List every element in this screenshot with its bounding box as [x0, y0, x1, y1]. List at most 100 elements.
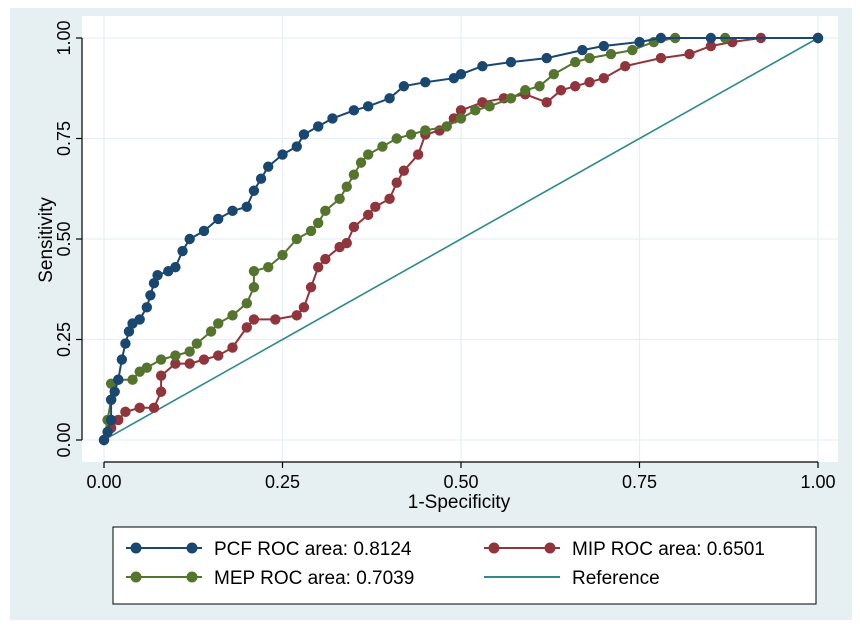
data-point-pcf — [248, 185, 260, 196]
data-point-mep — [334, 193, 345, 204]
data-point-mep — [341, 181, 352, 192]
data-point-mep — [263, 261, 274, 273]
data-point-pcf — [177, 245, 188, 257]
data-point-pcf — [255, 173, 267, 184]
data-point-mip — [320, 253, 331, 265]
data-point-pcf — [420, 77, 431, 88]
x-tick-label: 0.75 — [622, 472, 657, 492]
data-point-mip — [241, 322, 252, 333]
data-point-mep — [248, 282, 260, 293]
series-layer — [98, 32, 824, 446]
legend-item-mep: MEP ROC area: 0.7039 — [126, 568, 414, 589]
data-point-pcf — [148, 278, 160, 289]
data-point-pcf — [505, 56, 517, 68]
data-point-pcf — [120, 338, 131, 349]
data-point-mip — [384, 193, 395, 204]
data-point-mep — [584, 52, 595, 64]
data-point-pcf — [198, 225, 210, 237]
legend-marker — [130, 542, 142, 554]
legend-marker — [130, 571, 142, 583]
data-point-pcf — [134, 314, 145, 325]
data-point-mep — [570, 56, 581, 68]
tick-labels: 0.00 0.25 0.50 0.75 1.00 0.00 0.25 0.50 0.75 1.00 — [54, 20, 836, 492]
x-tick-label: 1.00 — [800, 472, 835, 492]
series-pcf — [98, 32, 824, 446]
data-point-pcf — [634, 36, 645, 48]
data-point-mip — [305, 282, 317, 293]
data-point-mip — [398, 165, 410, 176]
data-point-mep — [534, 81, 545, 92]
data-point-pcf — [298, 129, 310, 140]
data-point-mip — [248, 314, 260, 325]
series-line-reference — [103, 37, 819, 441]
legend-label: PCF ROC area: 0.8124 — [214, 539, 412, 560]
data-point-pcf — [313, 121, 324, 132]
data-point-mep — [241, 298, 252, 309]
data-point-mep — [420, 125, 431, 136]
data-point-mip — [362, 209, 374, 221]
data-point-mep — [213, 318, 224, 329]
legend-label: MIP ROC area: 0.6501 — [572, 539, 765, 560]
data-point-mip — [620, 60, 631, 72]
data-point-mep — [548, 68, 560, 80]
data-point-mip — [291, 310, 302, 321]
data-point-mip — [155, 370, 167, 381]
data-point-mip — [227, 342, 238, 353]
data-point-mip — [584, 77, 595, 88]
data-point-mep — [277, 249, 288, 261]
data-point-mip — [705, 40, 717, 52]
data-point-pcf — [170, 261, 181, 273]
data-point-mip — [113, 414, 124, 426]
data-point-mip — [155, 386, 167, 397]
legend-marker — [186, 542, 198, 554]
y-tick-label: 0.50 — [54, 221, 74, 256]
data-point-pcf — [455, 68, 467, 80]
data-point-mip — [541, 97, 552, 108]
legend-marker — [488, 542, 500, 554]
data-point-mep — [362, 149, 374, 160]
data-point-mip — [341, 237, 352, 249]
data-point-mep — [191, 338, 203, 349]
data-point-pcf — [102, 426, 113, 438]
data-point-mep — [455, 113, 467, 124]
data-point-mep — [184, 346, 195, 357]
y-tick-label: 0.25 — [54, 322, 74, 357]
data-point-mep — [305, 225, 317, 237]
data-point-mep — [127, 374, 138, 385]
x-tick-label: 0.00 — [86, 472, 121, 492]
legend-box — [112, 526, 817, 605]
data-point-pcf — [277, 149, 288, 160]
data-point-pcf — [398, 81, 410, 92]
x-axis-label: 1-Specificity — [408, 492, 511, 513]
series-reference — [103, 37, 819, 441]
data-point-pcf — [145, 290, 156, 301]
data-point-mip — [455, 105, 467, 116]
data-point-mip — [391, 177, 402, 188]
data-point-pcf — [577, 44, 588, 56]
data-point-mip — [148, 402, 160, 414]
data-point-mep — [377, 141, 388, 152]
data-point-mip — [370, 201, 381, 213]
y-tick-label: 0.00 — [54, 422, 74, 457]
data-point-mep — [605, 48, 617, 60]
data-point-mep — [484, 101, 495, 112]
data-point-pcf — [184, 233, 195, 245]
data-point-mep — [170, 350, 181, 361]
data-point-mip — [313, 261, 324, 273]
data-point-mep — [227, 310, 238, 321]
data-point-mip — [412, 149, 424, 160]
data-point-pcf — [598, 40, 609, 52]
data-point-pcf — [705, 32, 717, 44]
series-mip — [98, 32, 824, 446]
data-point-mip — [555, 85, 567, 96]
data-point-mip — [213, 350, 224, 361]
data-point-mip — [298, 302, 310, 313]
data-point-mep — [291, 233, 302, 245]
data-point-mep — [505, 93, 517, 104]
data-point-mip — [684, 48, 695, 60]
data-point-mip — [134, 402, 145, 414]
legend-item-reference: Reference — [484, 568, 660, 589]
data-point-pcf — [152, 269, 163, 281]
